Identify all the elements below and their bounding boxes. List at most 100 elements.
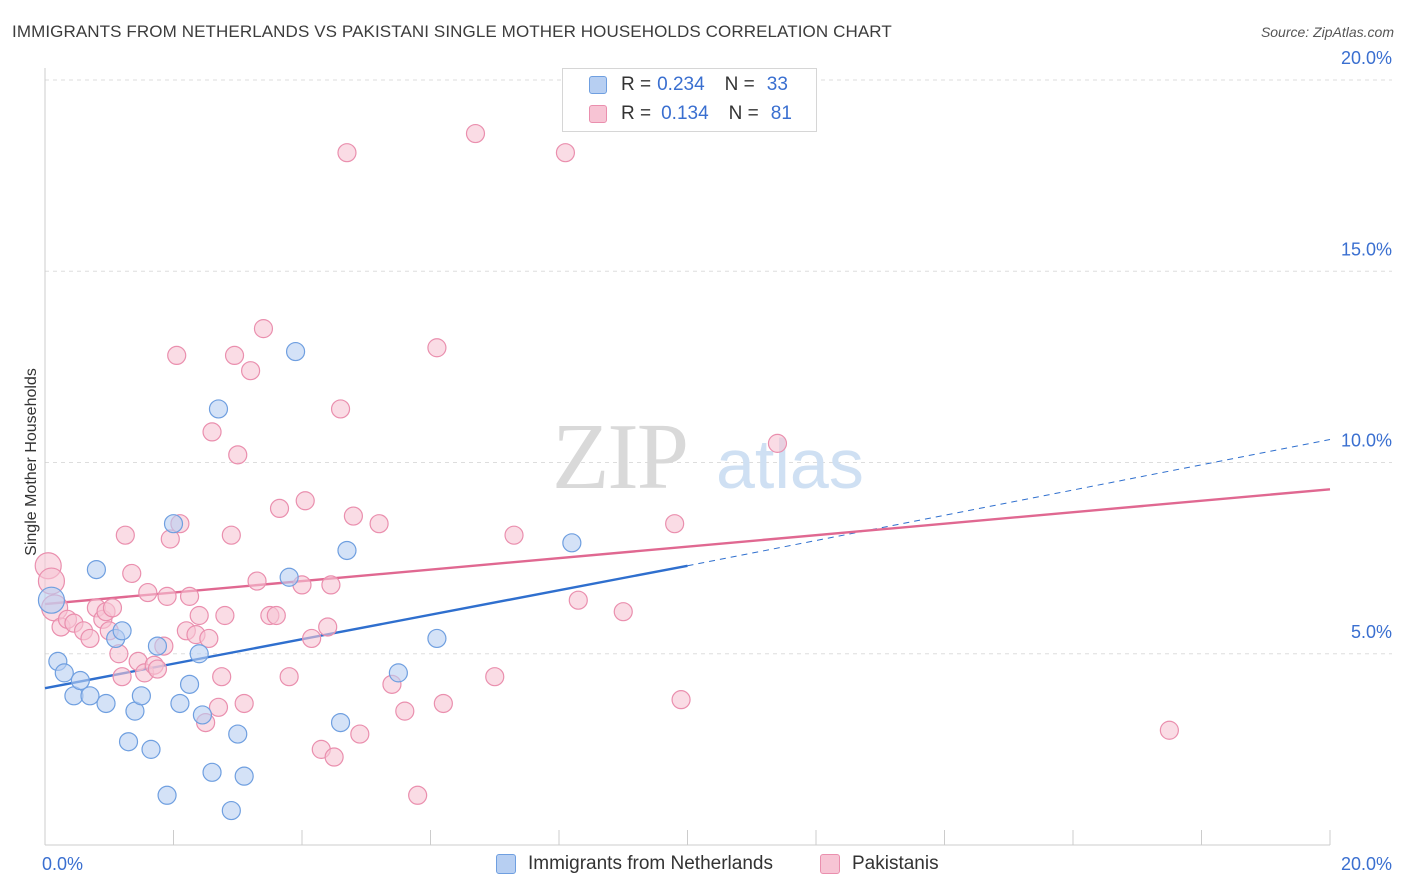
y-tick-label: 5.0% — [1351, 622, 1392, 642]
pakistani-point — [224, 345, 245, 365]
pakistani-point — [115, 525, 135, 545]
netherlands-point — [86, 559, 107, 580]
axes — [44, 68, 1331, 846]
pakistani-point — [318, 617, 338, 637]
watermark: ZIP atlas — [552, 405, 864, 509]
pakistani-point — [1159, 720, 1179, 740]
watermark-atlas: atlas — [716, 425, 864, 503]
axis-labels: 5.0% 10.0% 15.0% 20.0% 0.0% 20.0% Single Mothe… — [23, 48, 1392, 874]
netherlands-point — [37, 586, 66, 614]
netherlands-point — [96, 693, 116, 714]
netherlands-point — [337, 540, 357, 561]
n-label: N = — [728, 103, 759, 124]
pakistani-point — [504, 525, 524, 545]
pakistani-point — [215, 605, 235, 626]
r-value: 0.134 — [661, 103, 709, 124]
pakistani-point — [427, 338, 447, 358]
data-points — [34, 123, 1179, 821]
netherlands-point — [208, 399, 229, 419]
pakistani-point — [465, 123, 486, 144]
pakistani-trend-line — [44, 488, 1331, 606]
netherlands-point — [388, 663, 408, 683]
pakistani-point — [485, 667, 505, 687]
pakistani-point — [568, 590, 588, 610]
netherlands-point — [170, 693, 190, 714]
n-value: 33 — [766, 74, 788, 95]
netherlands-point — [118, 732, 139, 752]
pakistani-point — [147, 659, 168, 679]
netherlands-point — [54, 663, 74, 683]
netherlands-point — [147, 636, 168, 656]
y-tick-label: 15.0% — [1341, 239, 1392, 259]
pakistani-point — [247, 571, 267, 591]
netherlands-point — [80, 686, 100, 706]
pakistani-point — [122, 563, 142, 584]
y-tick-label: 20.0% — [1341, 48, 1392, 68]
pakistani-point — [295, 491, 315, 511]
pakistani-point — [433, 693, 453, 714]
netherlands-point — [427, 628, 447, 649]
r-value: 0.234 — [657, 74, 705, 95]
pakistani-point — [337, 143, 357, 163]
pakistani-legend-label: Pakistanis — [852, 853, 939, 874]
pakistani-point — [269, 498, 290, 518]
pakistani-point — [189, 605, 209, 626]
series-legend-pakistani: Pakistanis — [820, 852, 939, 876]
netherlands-point — [70, 670, 90, 691]
x-tick-label: 20.0% — [1341, 854, 1392, 874]
pakistani-point — [212, 667, 232, 687]
x-tick-label: 0.0% — [42, 854, 83, 874]
pakistani-point — [266, 605, 286, 626]
pakistani-point — [202, 422, 222, 442]
netherlands-point — [112, 621, 132, 641]
n-value: 81 — [770, 103, 792, 124]
legend-row-pakistani: R = 0.134 N = 81 — [589, 100, 792, 128]
netherlands-point — [202, 762, 222, 782]
netherlands-point — [179, 674, 200, 694]
netherlands-point — [189, 644, 209, 664]
pakistani-point — [767, 433, 788, 453]
pakistani-legend-swatch — [820, 854, 840, 874]
pakistani-point — [555, 143, 576, 163]
pakistani-point — [199, 628, 219, 649]
pakistani-point — [157, 586, 177, 606]
pakistani-point — [228, 445, 248, 465]
pakistani-point — [279, 667, 299, 687]
pakistani-point — [241, 361, 261, 381]
r-label: R = — [621, 103, 652, 124]
pakistani-point — [343, 506, 363, 526]
pakistani-point — [167, 345, 187, 365]
pakistani-point — [253, 319, 274, 339]
pakistani-point — [330, 399, 351, 419]
pakistani-point — [234, 693, 254, 714]
netherlands-point — [157, 785, 177, 805]
pakistani-point — [208, 697, 229, 717]
source-label: Source: ZipAtlas.com — [1260, 24, 1394, 40]
pakistani-point — [671, 690, 691, 710]
pakistani-point — [408, 785, 428, 805]
pakistani-point — [324, 747, 344, 767]
netherlands-point — [163, 514, 184, 534]
netherlands-point — [234, 766, 254, 786]
pakistani-point — [138, 582, 158, 603]
netherlands-point — [330, 712, 351, 733]
n-label: N = — [724, 74, 755, 95]
netherlands-point — [285, 341, 306, 362]
trend-lines — [44, 439, 1331, 690]
pakistani-point — [302, 628, 322, 649]
netherlands-point — [131, 686, 151, 706]
y-axis-title: Single Mother Households — [23, 368, 40, 556]
r-label: R = — [621, 74, 652, 95]
netherlands-point — [279, 567, 299, 587]
pakistani-point — [665, 514, 685, 534]
netherlands-point — [221, 800, 241, 821]
pakistani-point — [613, 602, 633, 622]
pakistani-point — [179, 586, 200, 606]
pakistani-swatch — [589, 105, 607, 123]
watermark-zip: ZIP — [552, 405, 687, 509]
series-legend-netherlands: Immigrants from Netherlands — [496, 852, 773, 876]
pakistani-point — [102, 598, 123, 618]
legend-row-netherlands: R = 0.234 N = 33 — [589, 71, 788, 99]
netherlands-point — [562, 533, 582, 553]
